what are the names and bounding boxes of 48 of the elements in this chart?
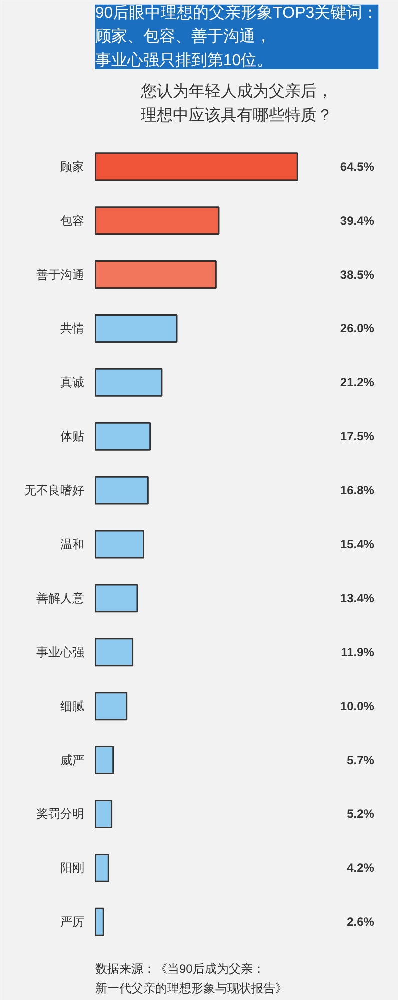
data-label: 10.0% (340, 699, 375, 714)
data-label: 5.2% (347, 807, 375, 822)
data-label: 39.4% (340, 214, 375, 228)
data-label: 26.0% (340, 322, 375, 336)
bar (96, 530, 145, 559)
y-tick-label: 事业心强 (36, 645, 84, 660)
data-label: 5.7% (347, 753, 375, 768)
bar (96, 476, 149, 505)
y-tick-label: 共情 (60, 322, 84, 336)
y-tick-label: 细腻 (60, 699, 84, 714)
bar (96, 584, 138, 613)
y-tick-label: 真诚 (60, 376, 84, 390)
y-tick-label: 善于沟通 (36, 268, 84, 282)
bar (96, 908, 104, 936)
bar (96, 854, 110, 882)
data-label: 4.2% (347, 861, 375, 876)
y-tick-label: 威严 (60, 753, 84, 768)
data-label: 38.5% (340, 268, 375, 282)
bar (96, 206, 220, 236)
y-tick-label: 包容 (60, 214, 84, 228)
y-tick-label: 善解人意 (36, 591, 84, 606)
y-tick-label: 体贴 (60, 430, 84, 444)
bar (96, 314, 178, 343)
data-label: 21.2% (340, 376, 375, 390)
bar (96, 422, 152, 451)
y-tick-label: 无不良嗜好 (24, 484, 84, 498)
data-label: 15.4% (340, 538, 375, 552)
bar (96, 368, 163, 397)
data-label: 17.5% (340, 430, 375, 444)
bar (96, 746, 114, 775)
data-label: 2.6% (347, 915, 375, 930)
bar (96, 800, 113, 828)
bar (96, 692, 128, 721)
data-label: 13.4% (340, 591, 375, 606)
data-label: 11.9% (341, 645, 375, 660)
y-tick-label: 严厉 (60, 915, 84, 930)
chart-title: 90后眼中理想的父亲形象TOP3关键词：顾家、包容、善于沟通，事业心强只排到第10位。 (95, 4, 379, 70)
chart-subtitle: 您认为年轻人成为父亲后，理想中应该具有哪些特质？ (140, 82, 333, 124)
y-tick-label: 温和 (60, 538, 84, 552)
source-note: 数据来源：《当90后成为父亲：新一代父亲的理想形象与现状报告》 (96, 962, 288, 996)
data-label: 16.8% (340, 484, 375, 498)
y-tick-label: 奖罚分明 (36, 807, 84, 822)
data-label: 64.5% (340, 160, 375, 174)
y-tick-label: 顾家 (60, 160, 84, 174)
bar (96, 638, 134, 667)
y-tick-label: 阳刚 (60, 861, 84, 876)
bar (96, 260, 217, 289)
bar (96, 152, 298, 182)
